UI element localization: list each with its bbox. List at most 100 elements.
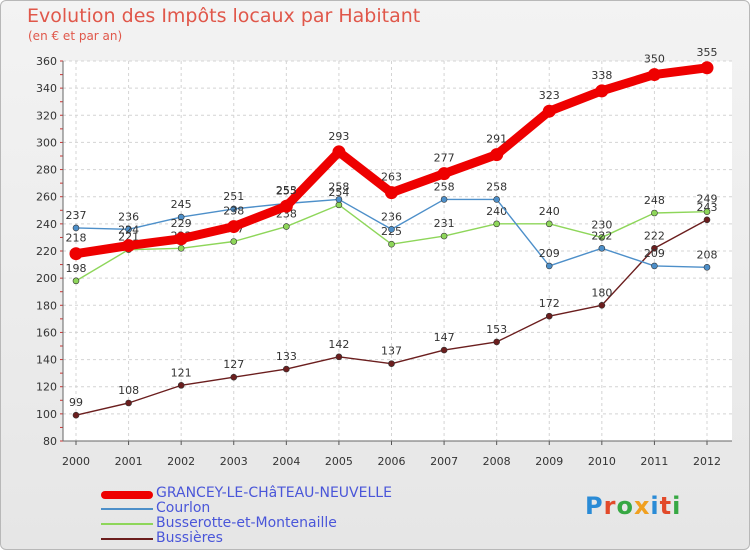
y-tick-label: 160 bbox=[36, 326, 57, 339]
data-label-0: 355 bbox=[697, 46, 718, 59]
data-label-1: 258 bbox=[434, 180, 455, 193]
data-point-3 bbox=[493, 338, 500, 346]
x-tick-label: 2001 bbox=[115, 455, 143, 468]
data-point-2 bbox=[388, 240, 395, 248]
data-label-0: 224 bbox=[118, 224, 139, 237]
data-label-2: 240 bbox=[539, 205, 560, 218]
x-tick-label: 2007 bbox=[430, 455, 458, 468]
data-point-1 bbox=[703, 263, 711, 271]
x-tick-label: 2008 bbox=[483, 455, 511, 468]
legend-label-bussieres: Bussières bbox=[156, 530, 223, 546]
data-label-1: 209 bbox=[539, 247, 560, 260]
data-point-1 bbox=[493, 196, 500, 203]
data-point-1 bbox=[388, 225, 395, 233]
proxiti-logo: Proxiti bbox=[585, 492, 681, 520]
chart-subtitle: (en € et par an) bbox=[28, 29, 123, 43]
y-tick-label: 140 bbox=[36, 354, 57, 367]
data-label-2: 249 bbox=[697, 193, 718, 206]
y-tick-label: 240 bbox=[36, 218, 57, 231]
y-tick-label: 220 bbox=[36, 245, 57, 258]
x-tick-label: 2010 bbox=[588, 455, 616, 468]
data-label-3: 121 bbox=[171, 366, 192, 379]
x-tick-label: 2004 bbox=[272, 455, 300, 468]
data-point-0 bbox=[69, 247, 83, 261]
data-label-3: 127 bbox=[223, 358, 244, 371]
data-point-1 bbox=[440, 196, 448, 203]
data-point-2 bbox=[72, 277, 80, 285]
data-label-0: 253 bbox=[276, 184, 297, 197]
data-point-1 bbox=[230, 205, 238, 213]
data-point-1 bbox=[125, 225, 132, 233]
data-point-1 bbox=[177, 213, 185, 221]
data-point-0 bbox=[490, 148, 504, 162]
data-point-1 bbox=[72, 224, 80, 232]
data-label-1: 251 bbox=[223, 190, 244, 203]
x-tick-label: 2011 bbox=[640, 455, 668, 468]
logo-letter: x bbox=[633, 492, 651, 520]
x-tick-label: 2012 bbox=[693, 455, 721, 468]
data-point-0 bbox=[227, 220, 241, 234]
data-point-2 bbox=[598, 234, 606, 241]
data-point-0 bbox=[174, 232, 188, 246]
data-label-0: 263 bbox=[381, 171, 402, 184]
data-label-0: 291 bbox=[486, 133, 507, 146]
data-point-2 bbox=[545, 220, 553, 228]
data-point-2 bbox=[335, 201, 343, 209]
data-point-3 bbox=[125, 399, 132, 407]
plot-area bbox=[63, 61, 732, 441]
y-tick-label: 200 bbox=[36, 272, 57, 285]
data-label-3: 99 bbox=[69, 396, 83, 409]
data-point-2 bbox=[493, 220, 500, 228]
data-label-2: 254 bbox=[328, 186, 349, 199]
y-tick-label: 340 bbox=[36, 82, 57, 95]
data-point-2 bbox=[177, 244, 185, 252]
y-tick-label: 120 bbox=[36, 381, 57, 394]
data-point-0 bbox=[332, 145, 346, 159]
data-label-3: 180 bbox=[591, 286, 612, 299]
data-point-1 bbox=[651, 262, 658, 270]
data-point-1 bbox=[545, 262, 553, 270]
logo-letter: i bbox=[672, 492, 682, 520]
logo-letter: r bbox=[603, 492, 617, 520]
data-label-1: 209 bbox=[644, 247, 665, 260]
data-label-0: 238 bbox=[223, 205, 244, 218]
data-point-0 bbox=[437, 167, 451, 181]
legend-label-courlon: Courlon bbox=[156, 500, 211, 516]
data-label-3: 222 bbox=[644, 229, 665, 242]
y-tick-label: 100 bbox=[36, 408, 57, 421]
data-label-0: 350 bbox=[644, 53, 665, 66]
data-label-3: 172 bbox=[539, 297, 560, 310]
logo-letter: o bbox=[616, 492, 634, 520]
data-label-1: 236 bbox=[381, 210, 402, 223]
data-label-1: 258 bbox=[486, 180, 507, 193]
data-label-1: 237 bbox=[66, 209, 87, 222]
data-point-0 bbox=[647, 68, 661, 82]
data-point-0 bbox=[542, 104, 556, 118]
data-point-3 bbox=[177, 382, 185, 389]
data-label-3: 133 bbox=[276, 350, 297, 363]
y-tick-label: 320 bbox=[36, 109, 57, 122]
data-label-0: 293 bbox=[328, 130, 349, 143]
data-label-3: 153 bbox=[486, 323, 507, 336]
chart-title: Evolution des Impôts locaux par Habitant bbox=[27, 5, 421, 27]
x-tick-label: 2003 bbox=[220, 455, 248, 468]
x-tick-label: 2005 bbox=[325, 455, 353, 468]
data-label-2: 240 bbox=[486, 205, 507, 218]
y-tick-label: 360 bbox=[36, 55, 57, 68]
data-point-3 bbox=[651, 244, 658, 252]
y-tick-label: 260 bbox=[36, 191, 57, 204]
data-label-0: 277 bbox=[434, 152, 455, 165]
data-label-0: 338 bbox=[591, 69, 612, 82]
data-point-3 bbox=[335, 353, 343, 361]
logo-letter: P bbox=[585, 492, 604, 520]
data-label-3: 147 bbox=[434, 331, 455, 344]
data-label-2: 248 bbox=[644, 194, 665, 207]
data-label-3: 108 bbox=[118, 384, 139, 397]
data-point-2 bbox=[703, 208, 711, 215]
data-point-0 bbox=[279, 199, 293, 213]
legend-swatch-grancey bbox=[101, 491, 153, 499]
data-label-1: 222 bbox=[591, 229, 612, 242]
data-point-2 bbox=[230, 238, 238, 245]
data-label-2: 230 bbox=[591, 218, 612, 231]
